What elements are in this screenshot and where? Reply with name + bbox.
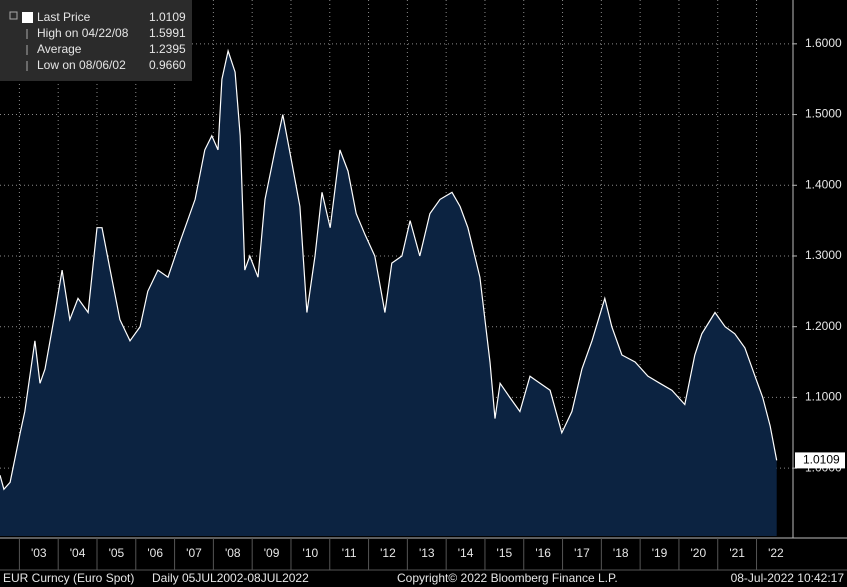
y-tick-label: 1.1000 (805, 390, 842, 404)
x-tick-label: '07 (186, 546, 202, 560)
legend-value: 1.0109 (149, 10, 186, 24)
x-tick-label: '18 (613, 546, 629, 560)
x-tick-label: '14 (458, 546, 474, 560)
x-tick-label: '06 (147, 546, 163, 560)
x-tick-label: '20 (691, 546, 707, 560)
legend-value: 1.2395 (149, 42, 186, 56)
x-tick-label: '04 (70, 546, 86, 560)
y-tick-label: 1.5000 (805, 107, 842, 121)
x-tick-label: '22 (768, 546, 784, 560)
footer-security: EUR Curncy (Euro Spot) (3, 571, 134, 585)
legend-swatch (22, 12, 33, 23)
x-tick-label: '08 (225, 546, 241, 560)
x-tick-label: '13 (419, 546, 435, 560)
x-tick-label: '11 (342, 546, 357, 560)
footer-copyright: Copyright© 2022 Bloomberg Finance L.P. (397, 571, 618, 585)
last-price-badge (795, 452, 845, 469)
y-tick-label: 1.4000 (805, 177, 842, 191)
legend-label: Last Price (37, 10, 91, 24)
footer-timestamp: 08-Jul-2022 10:42:17 (731, 571, 845, 585)
legend-label: High on 04/22/08 (37, 26, 129, 40)
legend-label: Average (37, 42, 82, 56)
y-tick-label: 1.3000 (805, 248, 842, 262)
legend-value: 0.9660 (149, 58, 186, 72)
area-fill (0, 50, 777, 537)
legend-value: 1.5991 (149, 26, 186, 40)
last-price-label: 1.0109 (803, 453, 840, 467)
legend-label: Low on 08/06/02 (37, 58, 126, 72)
y-tick-label: 1.6000 (805, 36, 842, 50)
x-tick-label: '15 (497, 546, 513, 560)
legend-collapse (9, 11, 18, 20)
x-tick-label: '10 (303, 546, 319, 560)
x-tick-label: '21 (729, 546, 745, 560)
x-tick-label: '03 (31, 546, 47, 560)
x-tick-label: '16 (535, 546, 551, 560)
x-tick-label: '19 (652, 546, 668, 560)
price-line (0, 48, 778, 491)
footer-range: Daily 05JUL2002-08JUL2022 (152, 571, 309, 585)
y-tick-label: 1.2000 (805, 319, 842, 333)
x-tick-label: '17 (574, 546, 590, 560)
x-tick-label: '09 (264, 546, 280, 560)
x-tick-label: '05 (109, 546, 125, 560)
x-tick-label: '12 (380, 546, 396, 560)
plot-area (0, 0, 793, 537)
